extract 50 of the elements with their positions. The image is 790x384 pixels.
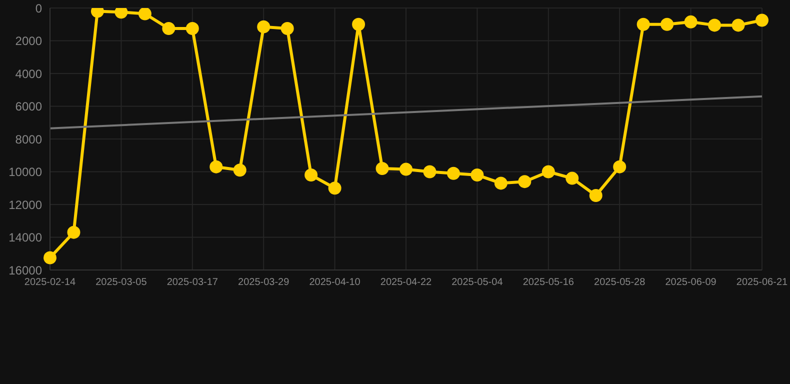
point [636,18,650,31]
x-tick-label: 2025-03-17 [166,277,218,288]
x-tick-label: 2025-03-05 [96,277,148,288]
point [210,160,223,174]
point [684,15,698,28]
point [328,182,342,195]
y-tick-label: 2000 [15,34,42,48]
point [162,22,176,35]
point [542,165,555,178]
x-tick-label: 2025-05-04 [452,277,504,288]
x-tick-label: 2025-06-21 [736,277,788,288]
y-tick-label: 14000 [8,230,42,245]
x-tick-label: 2025-03-29 [238,277,290,288]
y-tick-label: 8000 [15,132,42,146]
point [708,18,722,32]
y-tick-label: 4000 [15,66,42,81]
point [446,166,460,180]
point [732,18,745,32]
point [518,175,532,188]
x-tick-label: 2025-02-14 [24,277,76,288]
point [423,165,436,178]
point [67,226,80,239]
point [257,20,270,34]
point [138,8,152,20]
x-tick-label: 2025-05-16 [522,277,574,288]
y-tick-label: 16000 [8,263,42,278]
point [660,18,674,31]
y-tick-label: 12000 [8,198,42,212]
point [589,188,602,202]
point [400,162,412,176]
y-tick-label: 0 [35,1,42,16]
y-tick-label: 10000 [8,165,42,180]
x-tick-label: 2025-05-28 [594,277,646,288]
y-tick-label: 6000 [15,100,42,114]
x-tick-label: 2025-04-10 [309,277,361,288]
point [304,168,318,182]
point [756,14,768,27]
x-tick-label: 2025-06-09 [665,277,717,288]
point [233,164,246,177]
point [566,172,579,185]
point [494,176,508,190]
point [352,18,366,31]
point [114,8,128,19]
point [44,251,56,264]
x-tick-label: 2025-04-22 [380,277,432,288]
point [613,160,626,174]
point [470,168,484,182]
point [186,22,199,35]
point [376,162,389,175]
point [280,22,294,35]
